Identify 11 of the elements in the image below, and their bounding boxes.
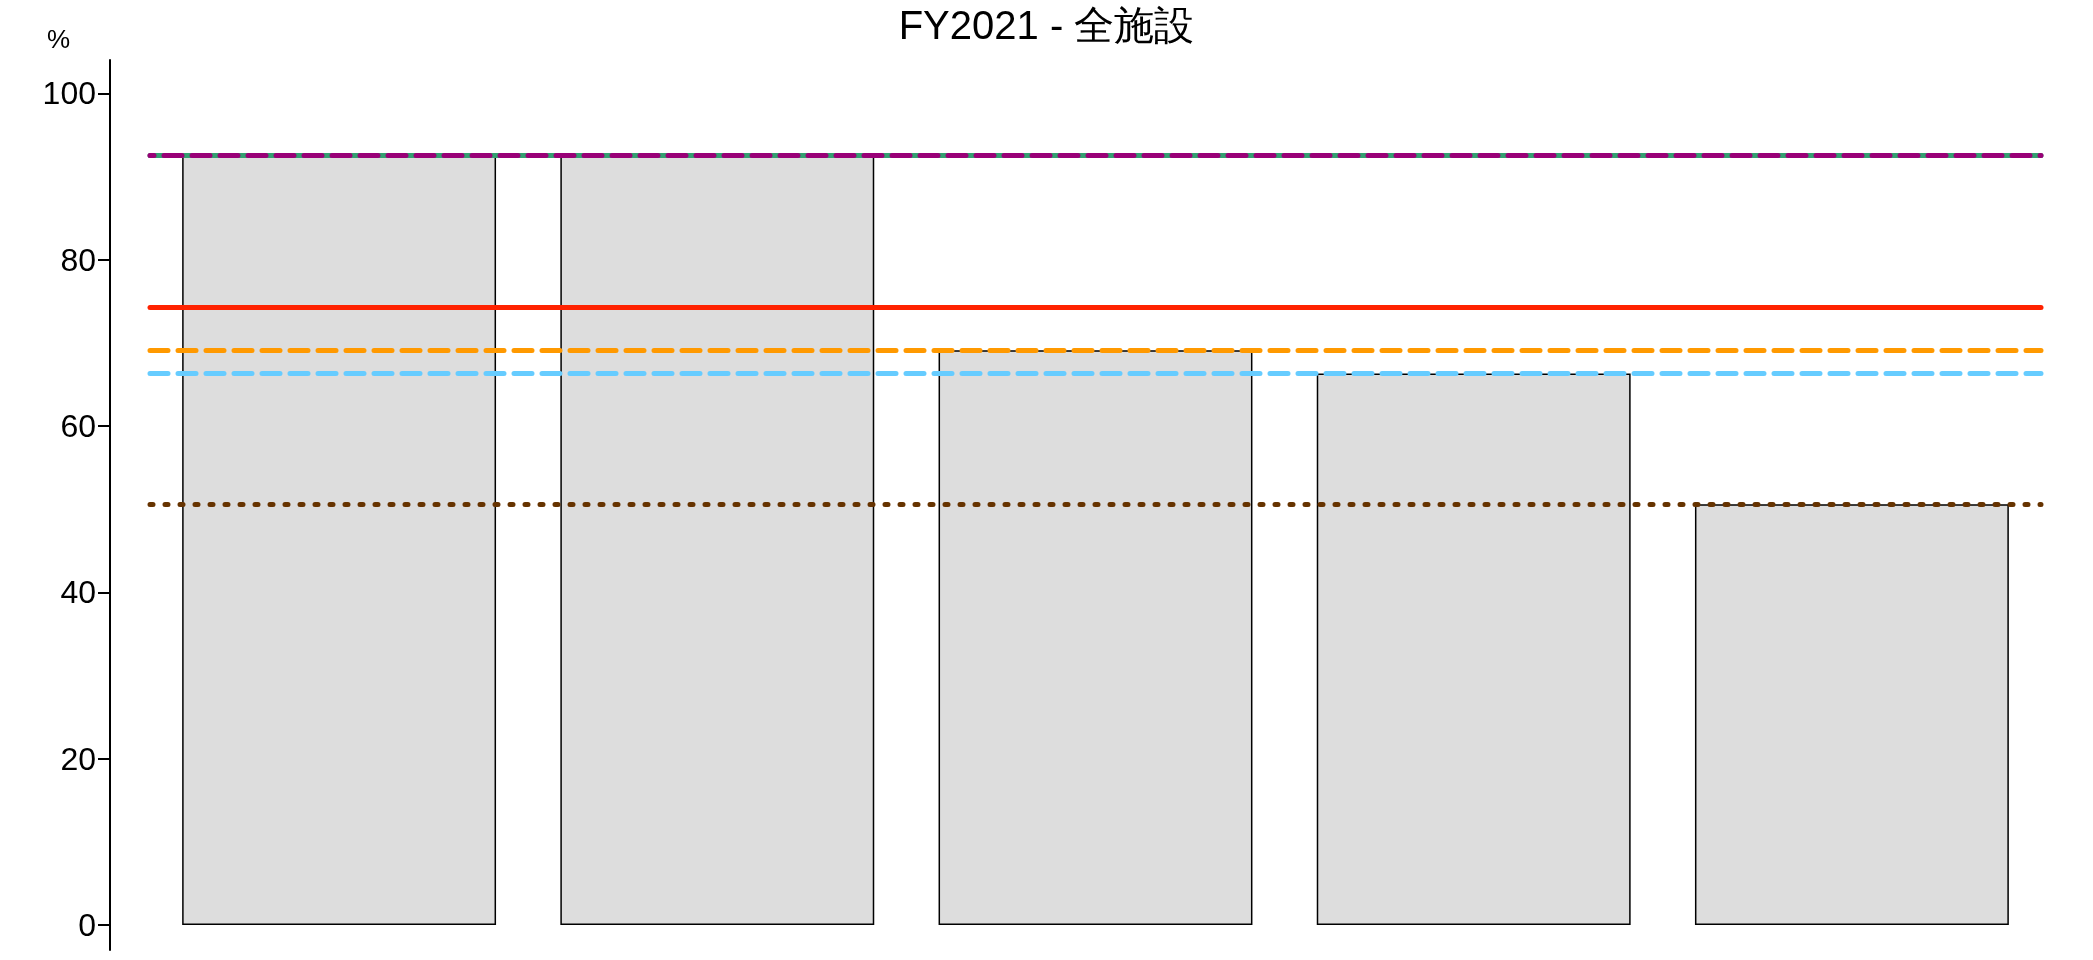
y-tick-label: 60 — [60, 407, 96, 444]
y-tick-label: 100 — [42, 75, 96, 112]
y-tick-label: 40 — [60, 574, 96, 611]
bar — [938, 350, 1253, 926]
y-tick-label: 80 — [60, 241, 96, 278]
y-tick-label: 0 — [78, 907, 96, 944]
bar — [1316, 373, 1631, 926]
bar — [1694, 504, 2009, 926]
y-axis-title: % — [46, 24, 70, 54]
y-tick-label: 20 — [60, 740, 96, 777]
chart-title: FY2021 - 全施設 — [898, 3, 1195, 47]
